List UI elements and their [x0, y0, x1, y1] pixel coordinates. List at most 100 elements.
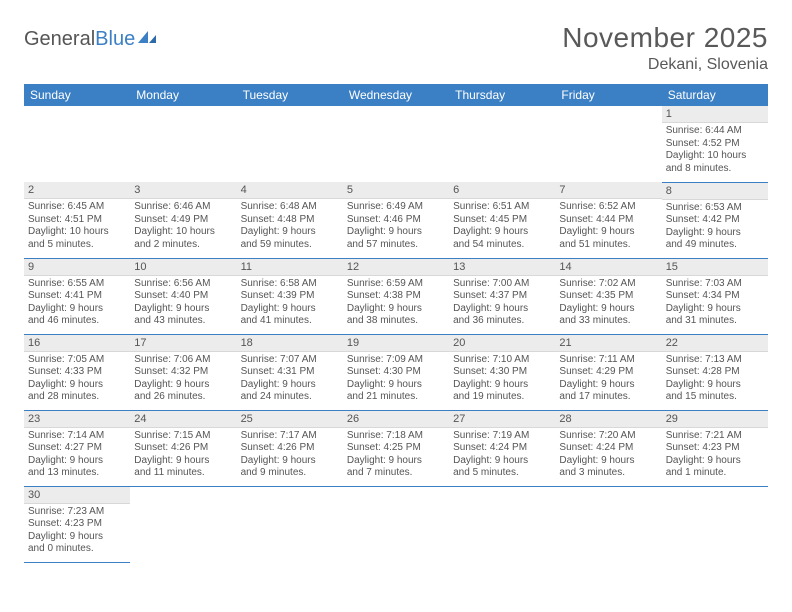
day-info: Sunrise: 6:46 AMSunset: 4:49 PMDaylight:… [130, 199, 236, 254]
day-cell: 11Sunrise: 6:58 AMSunset: 4:39 PMDayligh… [237, 258, 343, 334]
empty-cell [555, 486, 661, 562]
info-line: Sunset: 4:26 PM [241, 442, 339, 455]
info-line: Sunset: 4:30 PM [453, 366, 551, 379]
empty-cell [24, 106, 130, 182]
info-line: Sunrise: 6:53 AM [666, 202, 764, 215]
info-line: Sunset: 4:48 PM [241, 214, 339, 227]
day-info: Sunrise: 6:48 AMSunset: 4:48 PMDaylight:… [237, 199, 343, 254]
day-info: Sunrise: 6:52 AMSunset: 4:44 PMDaylight:… [555, 199, 661, 254]
info-line: Sunset: 4:27 PM [28, 442, 126, 455]
info-line: Sunrise: 7:03 AM [666, 278, 764, 291]
info-line: Sunset: 4:28 PM [666, 366, 764, 379]
info-line: Sunset: 4:34 PM [666, 290, 764, 303]
info-line: Daylight: 9 hours [347, 303, 445, 316]
day-cell: 28Sunrise: 7:20 AMSunset: 4:24 PMDayligh… [555, 410, 661, 486]
info-line: and 43 minutes. [134, 315, 232, 328]
info-line: Sunset: 4:35 PM [559, 290, 657, 303]
info-line: and 0 minutes. [28, 543, 126, 556]
day-number: 1 [662, 106, 768, 123]
day-number: 3 [130, 182, 236, 199]
info-line: Sunset: 4:23 PM [28, 518, 126, 531]
info-line: Sunrise: 7:21 AM [666, 430, 764, 443]
dayhead-fri: Friday [555, 84, 661, 106]
info-line: Daylight: 9 hours [134, 303, 232, 316]
info-line: Sunset: 4:41 PM [28, 290, 126, 303]
info-line: and 3 minutes. [559, 467, 657, 480]
day-cell: 13Sunrise: 7:00 AMSunset: 4:37 PMDayligh… [449, 258, 555, 334]
day-info: Sunrise: 6:56 AMSunset: 4:40 PMDaylight:… [130, 276, 236, 331]
info-line: Sunrise: 7:13 AM [666, 354, 764, 367]
day-cell: 18Sunrise: 7:07 AMSunset: 4:31 PMDayligh… [237, 334, 343, 410]
info-line: Sunset: 4:31 PM [241, 366, 339, 379]
info-line: Daylight: 9 hours [559, 379, 657, 392]
day-number: 27 [449, 411, 555, 428]
info-line: Sunrise: 7:09 AM [347, 354, 445, 367]
calendar-body: 1Sunrise: 6:44 AMSunset: 4:52 PMDaylight… [24, 106, 768, 562]
sail-icon [136, 29, 158, 50]
day-info: Sunrise: 7:23 AMSunset: 4:23 PMDaylight:… [24, 504, 130, 559]
empty-cell [130, 486, 236, 562]
day-number: 8 [662, 183, 768, 200]
info-line: Daylight: 9 hours [241, 379, 339, 392]
day-number: 26 [343, 411, 449, 428]
day-number: 19 [343, 335, 449, 352]
day-number: 23 [24, 411, 130, 428]
info-line: Daylight: 9 hours [666, 455, 764, 468]
info-line: and 49 minutes. [666, 239, 764, 252]
info-line: Sunrise: 7:15 AM [134, 430, 232, 443]
day-cell: 8Sunrise: 6:53 AMSunset: 4:42 PMDaylight… [662, 182, 768, 258]
info-line: and 5 minutes. [453, 467, 551, 480]
day-info: Sunrise: 7:06 AMSunset: 4:32 PMDaylight:… [130, 352, 236, 407]
dayhead-mon: Monday [130, 84, 236, 106]
info-line: Sunset: 4:45 PM [453, 214, 551, 227]
day-number: 18 [237, 335, 343, 352]
week-row: 23Sunrise: 7:14 AMSunset: 4:27 PMDayligh… [24, 410, 768, 486]
month-title: November 2025 [562, 22, 768, 54]
day-cell: 20Sunrise: 7:10 AMSunset: 4:30 PMDayligh… [449, 334, 555, 410]
day-cell: 26Sunrise: 7:18 AMSunset: 4:25 PMDayligh… [343, 410, 449, 486]
day-info: Sunrise: 7:03 AMSunset: 4:34 PMDaylight:… [662, 276, 768, 331]
info-line: Sunset: 4:44 PM [559, 214, 657, 227]
empty-cell [343, 486, 449, 562]
day-number: 21 [555, 335, 661, 352]
info-line: Daylight: 9 hours [666, 227, 764, 240]
info-line: Daylight: 9 hours [28, 455, 126, 468]
info-line: Sunrise: 6:58 AM [241, 278, 339, 291]
info-line: and 8 minutes. [666, 163, 764, 176]
info-line: Daylight: 9 hours [347, 379, 445, 392]
info-line: and 11 minutes. [134, 467, 232, 480]
info-line: and 5 minutes. [28, 239, 126, 252]
info-line: Daylight: 9 hours [347, 226, 445, 239]
calendar-page: GeneralBlue November 2025 Dekani, Sloven… [0, 0, 792, 563]
info-line: Daylight: 9 hours [347, 455, 445, 468]
day-number: 24 [130, 411, 236, 428]
info-line: Daylight: 9 hours [134, 379, 232, 392]
info-line: Sunrise: 6:48 AM [241, 201, 339, 214]
day-cell: 3Sunrise: 6:46 AMSunset: 4:49 PMDaylight… [130, 182, 236, 258]
empty-cell [343, 106, 449, 182]
info-line: Sunrise: 7:06 AM [134, 354, 232, 367]
info-line: Sunset: 4:52 PM [666, 138, 764, 151]
day-info: Sunrise: 7:15 AMSunset: 4:26 PMDaylight:… [130, 428, 236, 483]
day-cell: 25Sunrise: 7:17 AMSunset: 4:26 PMDayligh… [237, 410, 343, 486]
day-cell: 24Sunrise: 7:15 AMSunset: 4:26 PMDayligh… [130, 410, 236, 486]
day-cell: 29Sunrise: 7:21 AMSunset: 4:23 PMDayligh… [662, 410, 768, 486]
day-number: 10 [130, 259, 236, 276]
info-line: Daylight: 9 hours [241, 226, 339, 239]
empty-cell [662, 486, 768, 562]
info-line: Daylight: 10 hours [666, 150, 764, 163]
location: Dekani, Slovenia [562, 56, 768, 74]
day-info: Sunrise: 7:09 AMSunset: 4:30 PMDaylight:… [343, 352, 449, 407]
day-cell: 21Sunrise: 7:11 AMSunset: 4:29 PMDayligh… [555, 334, 661, 410]
day-cell: 5Sunrise: 6:49 AMSunset: 4:46 PMDaylight… [343, 182, 449, 258]
day-info: Sunrise: 7:14 AMSunset: 4:27 PMDaylight:… [24, 428, 130, 483]
info-line: and 54 minutes. [453, 239, 551, 252]
day-info: Sunrise: 6:49 AMSunset: 4:46 PMDaylight:… [343, 199, 449, 254]
day-number: 12 [343, 259, 449, 276]
day-number: 6 [449, 182, 555, 199]
day-number: 25 [237, 411, 343, 428]
info-line: Sunrise: 7:20 AM [559, 430, 657, 443]
info-line: Sunrise: 6:51 AM [453, 201, 551, 214]
info-line: and 46 minutes. [28, 315, 126, 328]
week-row: 9Sunrise: 6:55 AMSunset: 4:41 PMDaylight… [24, 258, 768, 334]
